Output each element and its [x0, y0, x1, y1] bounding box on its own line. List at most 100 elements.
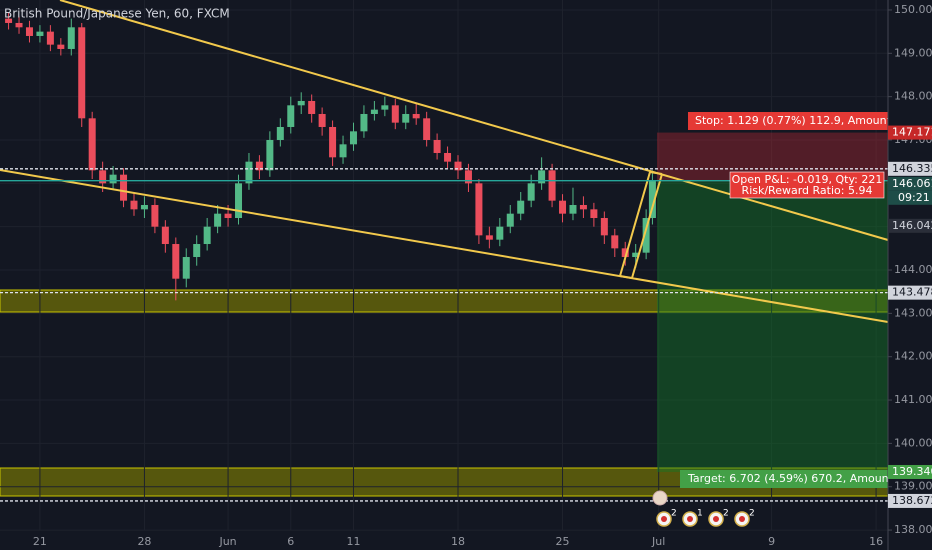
candle-body	[172, 244, 180, 279]
candle-body	[109, 174, 117, 184]
candle-body	[423, 118, 431, 140]
candle-body	[318, 113, 326, 127]
candle-body	[444, 152, 452, 162]
candle-body	[25, 27, 33, 36]
candle-body	[454, 161, 462, 171]
price-label-box	[888, 176, 932, 191]
candle-body	[648, 180, 656, 219]
candle-body	[5, 18, 13, 23]
zones	[0, 289, 889, 497]
candle-body	[339, 144, 347, 158]
candle-body	[464, 170, 472, 184]
candle-body	[611, 235, 619, 249]
event-count: 1	[697, 509, 703, 519]
candle-body	[297, 100, 305, 106]
price-label: 139.340	[892, 465, 932, 478]
y-tick-label: 143.000	[894, 306, 932, 319]
price-label-box	[888, 218, 932, 233]
plot-area	[0, 0, 888, 531]
countdown: 09:21	[898, 191, 930, 204]
candle-body	[67, 27, 75, 49]
candle-body	[475, 183, 483, 236]
candle-body	[632, 252, 640, 258]
x-tick-label: 28	[137, 535, 151, 548]
candle-body	[496, 226, 504, 240]
candle-body	[506, 213, 514, 227]
candle-body	[590, 209, 598, 219]
stop-text: Stop: 1.129 (0.77%) 112.9, Amount: 7	[695, 114, 905, 127]
candle-body	[193, 244, 201, 258]
x-tick-label: 6	[287, 535, 294, 548]
event-flag	[661, 516, 667, 522]
event-icon	[652, 490, 668, 506]
candle-body	[308, 100, 316, 114]
candle-body	[329, 126, 337, 158]
price-label: 146.335	[892, 162, 932, 175]
x-tick-label: 9	[768, 535, 775, 548]
candle-body	[381, 105, 389, 110]
candle-body	[88, 118, 96, 171]
candle-body	[36, 31, 44, 36]
candle-body	[527, 183, 535, 201]
price-axis	[888, 0, 932, 550]
event-flag	[687, 516, 693, 522]
price-label-box	[888, 493, 932, 508]
y-tick-label: 148.000	[894, 90, 932, 103]
price-label: 146.061	[892, 177, 932, 190]
y-tick-label: 149.000	[894, 46, 932, 59]
candle-body	[538, 170, 546, 184]
countdown-box	[888, 190, 932, 205]
candle-body	[161, 226, 169, 245]
target-box	[680, 470, 888, 488]
price-label-box	[888, 285, 932, 300]
chart-title: British Pound/Japanese Yen, 60, FXCM	[4, 7, 230, 21]
price-label: 138.672	[892, 494, 932, 507]
candle-body	[412, 113, 420, 119]
candle-body	[151, 205, 159, 227]
candle-body	[214, 213, 222, 227]
candle-body	[182, 257, 190, 279]
x-tick-label: Jul	[651, 535, 665, 548]
y-tick-label: 138.000	[894, 523, 932, 536]
axis-labels: 138.000 139.000 140.000 141.000 142.000 143.0…	[33, 3, 932, 548]
y-tick-label: 140.000	[894, 436, 932, 449]
candle-body	[15, 22, 23, 28]
candle-body	[120, 174, 128, 201]
candle-body	[46, 31, 54, 45]
price-label-box	[888, 464, 932, 479]
price-label-box	[888, 125, 932, 140]
candle-body	[569, 205, 577, 214]
trend-line	[619, 171, 651, 277]
candle-body	[57, 44, 65, 49]
candle-body	[402, 113, 410, 123]
y-tick-label: 139.000	[894, 480, 932, 493]
candle-body	[349, 131, 357, 145]
x-tick-label: 16	[869, 535, 883, 548]
price-label: 146.042	[892, 219, 932, 232]
candle-body	[266, 139, 274, 171]
candle-body	[276, 126, 284, 140]
trend-line	[631, 173, 663, 279]
x-tick-label: 18	[451, 535, 465, 548]
candle-body	[621, 248, 629, 258]
rr-text: Risk/Reward Ratio: 5.94	[742, 184, 873, 197]
y-tick-label: 150.000	[894, 3, 932, 16]
candle-body	[245, 161, 253, 184]
candle-body	[140, 205, 148, 210]
event-count: 2	[671, 509, 677, 519]
drawings	[0, 0, 889, 323]
candle-body	[485, 235, 493, 240]
target-text: Target: 6.702 (4.59%) 670.2, Amount: 2	[687, 472, 907, 485]
y-tick-label: 141.000	[894, 393, 932, 406]
event-flag	[739, 516, 745, 522]
event-count: 2	[723, 509, 729, 519]
candle-body	[99, 170, 107, 184]
candle-body	[559, 200, 567, 214]
candle-body	[579, 205, 587, 210]
overlay: Stop: 1.129 (0.77%) 112.9, Amount: 7 Open…	[0, 112, 907, 527]
target-zone	[657, 181, 888, 472]
candle-body	[433, 139, 441, 153]
x-tick-label: 25	[556, 535, 570, 548]
trend-line	[59, 0, 889, 241]
